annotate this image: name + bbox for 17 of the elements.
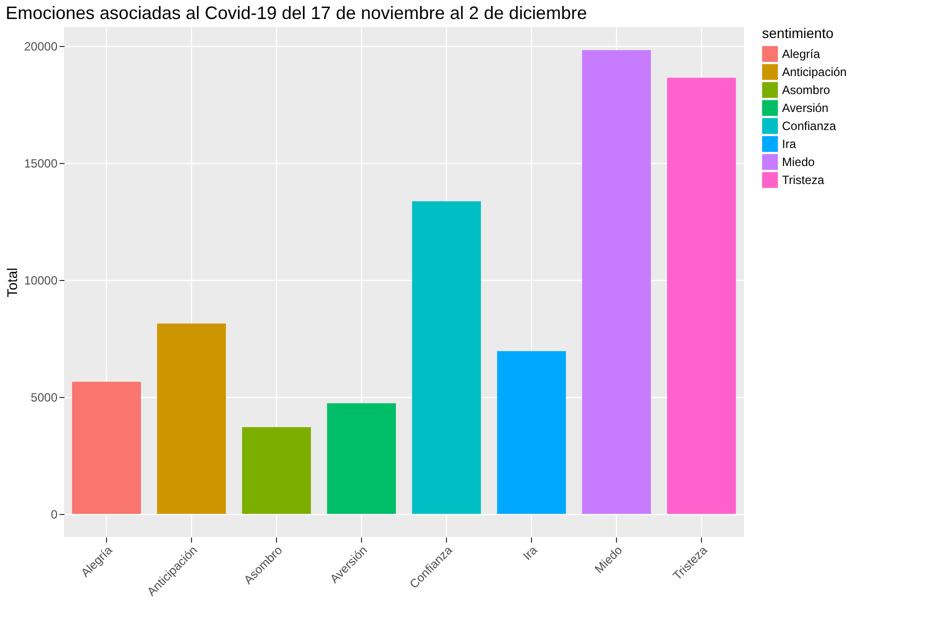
legend-label: Confianza [782, 119, 836, 133]
y-tick-label: 20000 [24, 40, 58, 54]
y-tick-label: 5000 [30, 390, 58, 404]
x-tick-label: Ira [520, 542, 540, 563]
y-tick-label: 0 [50, 507, 58, 522]
y-axis-title: Total [4, 268, 20, 298]
y-tick-label: 15000 [24, 156, 58, 171]
chart-title: Emociones asociadas al Covid-19 del 17 de noviembre al 2 de diciembre [6, 3, 587, 23]
legend-label: Asombro [782, 83, 830, 97]
legend-label: Anticipación [782, 65, 847, 79]
legend-label: Ira [782, 137, 796, 151]
y-tick-label: 10000 [24, 274, 58, 288]
legend-label: Aversión [782, 101, 828, 115]
legend-label: Alegría [782, 47, 820, 61]
legend-label: Miedo [782, 155, 816, 169]
legend-title: sentimiento [762, 25, 834, 41]
legend-label: Tristeza [782, 173, 825, 187]
